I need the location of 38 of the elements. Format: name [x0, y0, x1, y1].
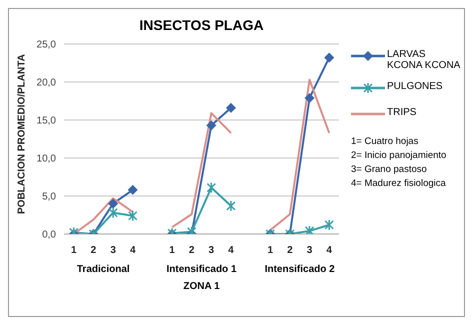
point — [324, 52, 334, 63]
point — [226, 102, 236, 113]
text: 3= Grano pastoso — [351, 163, 428, 177]
text: 1= Cuatro hojas — [351, 135, 420, 149]
y-tick-label: 0,0 — [42, 230, 56, 241]
legend-label: LARVAS KCONA KCONA — [387, 49, 462, 71]
point — [206, 120, 216, 130]
x-tick-label: 3 — [208, 245, 215, 256]
x-tick-label: 2 — [287, 245, 294, 256]
text: Tradicional — [76, 264, 131, 275]
x-tick-label: 1 — [267, 245, 274, 256]
point — [206, 182, 216, 194]
point — [304, 225, 314, 234]
x-tick-label: 2 — [90, 245, 97, 256]
text: 2= Inicio panojamiento — [351, 149, 448, 163]
x-tick-label: 2 — [188, 245, 195, 256]
x-tick-label: 1 — [169, 245, 176, 256]
x-tick-label: 4 — [228, 245, 234, 256]
text: 4= Madurez fisiologica — [351, 177, 447, 191]
y-axis-title: POBLACION PROMEDIO/PLANTA — [16, 54, 28, 214]
chart-title: INSECTOS PLAGA — [138, 17, 265, 33]
y-tick-label: 10,0 — [36, 154, 56, 165]
point — [128, 184, 138, 195]
text: Intensificado 1 — [165, 264, 238, 275]
x-tick-label: 3 — [306, 245, 313, 256]
legend-label: PULGONES — [387, 81, 443, 92]
x-tick-label: 3 — [110, 245, 116, 256]
x-tick-label: 4 — [130, 245, 136, 256]
y-tick-label: 25,0 — [36, 40, 56, 51]
x-axis-title: ZONA 1 — [182, 281, 221, 292]
point — [304, 92, 315, 103]
y-tick-label: 5,0 — [42, 192, 56, 203]
text: Intensificado 2 — [264, 264, 336, 275]
y-tick-label: 15,0 — [36, 116, 56, 127]
y-tick-label: 20,0 — [36, 78, 56, 89]
legend-label: TRIPS — [387, 107, 416, 118]
x-tick-label: 1 — [71, 245, 78, 256]
x-tick-label: 4 — [326, 245, 332, 256]
